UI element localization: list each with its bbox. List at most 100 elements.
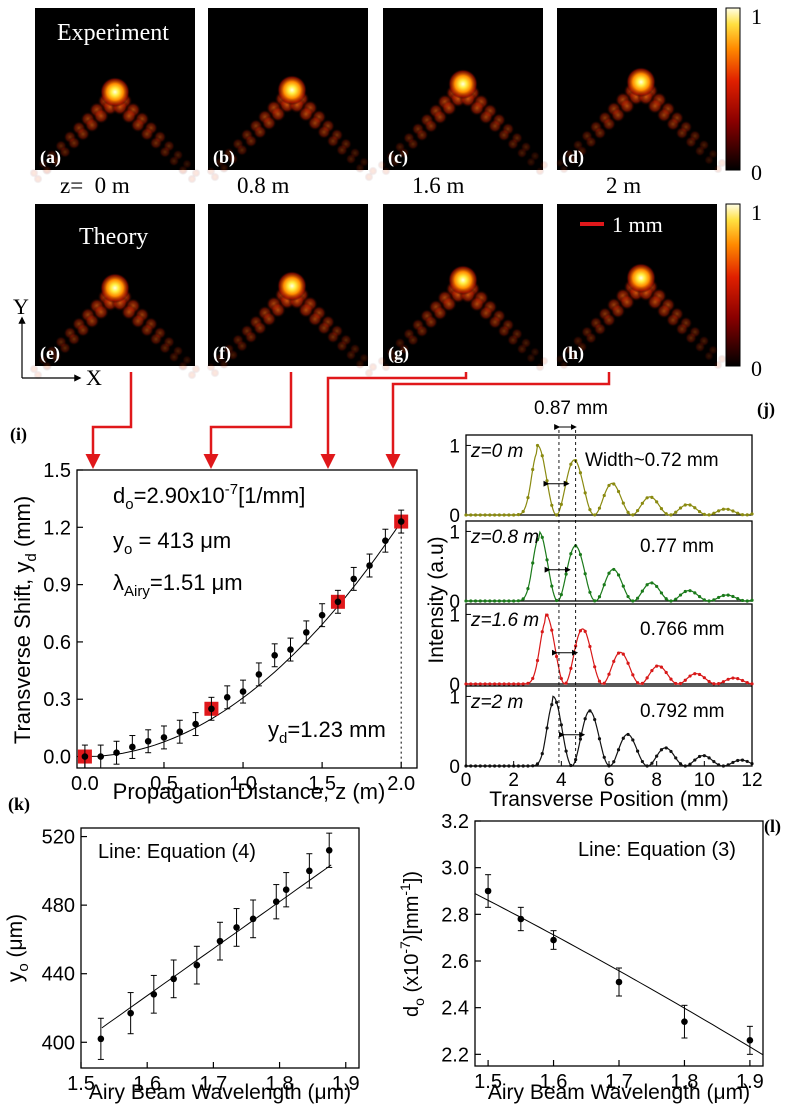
- profile-point: [736, 758, 740, 763]
- airy-side-lobe: [307, 311, 323, 327]
- colorbar-top-max: 1: [751, 4, 762, 29]
- data-point: [366, 562, 373, 569]
- airy-main-lobe: [100, 273, 130, 303]
- y-tick-label: 0.9: [43, 575, 71, 597]
- airy-main-lobe: [626, 67, 656, 97]
- data-point: [325, 846, 333, 854]
- profile-point: [545, 726, 549, 730]
- profile-point: [478, 599, 482, 603]
- profile-point: [545, 613, 549, 617]
- airy-side-lobe: [424, 119, 438, 133]
- profile-point: [645, 676, 649, 680]
- profile-point: [693, 506, 697, 510]
- profile-point: [740, 678, 745, 683]
- panel-label: (c): [388, 147, 408, 168]
- profile-point: [493, 513, 497, 517]
- airy-side-lobe: [84, 313, 100, 329]
- x-tick-label: 1.8: [671, 1071, 699, 1093]
- profile-point: [554, 513, 559, 517]
- profile-point: [473, 764, 478, 768]
- arrow-g-to-i: [320, 372, 468, 469]
- y-tick-label: 0: [449, 592, 460, 613]
- airy-side-lobe: [602, 117, 616, 131]
- y-axis-label: do (x10-7)[mm-1]): [397, 871, 427, 1017]
- chart-i-transverse-shift: 0.0 0.5 1.0 1.5 2.0 0.0 0.3 0.6 0.9 1.2 1.5 do=2.90…: [10, 424, 418, 804]
- profile-point: [655, 500, 659, 504]
- profile-point: [745, 513, 749, 517]
- profile-point: [488, 682, 492, 686]
- x-tick-label: 8: [651, 770, 662, 791]
- data-point: [150, 990, 158, 998]
- profile-point: [740, 598, 745, 603]
- airy-side-lobe: [559, 164, 569, 174]
- arrow-h-to-i: [385, 372, 611, 469]
- profile-point: [516, 513, 521, 517]
- profile-point: [583, 572, 587, 576]
- profile-point: [616, 573, 621, 577]
- airy-main-lobe: [626, 263, 656, 293]
- data-point: [350, 575, 358, 583]
- airy-side-lobe: [149, 136, 163, 150]
- profile-point: [726, 677, 730, 681]
- z-label-3: 2 m: [606, 173, 641, 198]
- profile-point: [736, 677, 740, 681]
- profile-point: [702, 598, 706, 602]
- profile-point: [707, 756, 711, 760]
- profile-point: [636, 596, 640, 600]
- airy-side-lobe: [244, 134, 258, 148]
- data-point: [97, 753, 105, 760]
- airy-side-lobe: [42, 361, 52, 371]
- profile-point: [631, 738, 635, 742]
- profile-point: [664, 512, 668, 516]
- airy-side-lobe: [140, 323, 154, 337]
- profile-point: [602, 755, 606, 759]
- airy-side-lobe: [593, 322, 607, 336]
- profile-point: [626, 594, 630, 599]
- panel-label: (f): [213, 343, 231, 364]
- airy-side-lobe: [585, 332, 597, 344]
- profile-point: [597, 595, 602, 599]
- airy-side-lobe: [516, 147, 528, 159]
- z-label-2: 1.6 m: [412, 173, 465, 198]
- data-point: [97, 1035, 105, 1043]
- airy-side-lobe: [488, 119, 502, 133]
- profile-point: [569, 763, 573, 768]
- data-point: [216, 937, 224, 945]
- airy-side-lobe: [685, 332, 697, 344]
- airy-side-lobe: [59, 342, 71, 354]
- airy-side-lobe: [76, 127, 90, 141]
- airy-side-lobe: [317, 125, 331, 139]
- plot-frame: [76, 469, 418, 769]
- profile-point: [721, 507, 726, 511]
- profile-point: [721, 764, 726, 768]
- profile-point: [707, 599, 711, 603]
- data-point: [113, 749, 120, 757]
- x-axis-label: Airy Beam Wavelength (μm): [488, 1081, 750, 1104]
- profile-point: [516, 682, 521, 686]
- y-tick-label: 1.5: [43, 460, 71, 482]
- panel-label: (e): [40, 343, 60, 364]
- profile-point: [507, 599, 511, 603]
- connector-arrows: [85, 372, 611, 469]
- y-axis-label: Transverse Shift, yd (mm): [10, 496, 40, 744]
- airy-side-lobe: [610, 107, 626, 123]
- airy-side-lobe: [675, 126, 689, 140]
- z-label-0: z= 0 m: [60, 173, 130, 198]
- airy-side-lobe: [602, 313, 616, 327]
- profile-point: [488, 599, 492, 603]
- data-point: [233, 924, 240, 931]
- axis-x-label: X: [86, 365, 102, 390]
- airy-side-lobe: [227, 349, 239, 361]
- airy-side-lobe: [219, 163, 229, 173]
- y-tick-label: 0: [449, 506, 460, 527]
- airy-side-lobe: [694, 145, 706, 157]
- profile-point: [607, 571, 611, 575]
- airy-side-lobe: [407, 334, 419, 346]
- airy-side-lobe: [675, 322, 689, 336]
- x-tick-label: 1.9: [736, 1071, 764, 1093]
- airy-side-lobe: [559, 360, 569, 370]
- annotation-yd: yd=1.23 mm: [268, 717, 386, 747]
- airy-side-lobe: [424, 315, 438, 329]
- profile-point: [464, 599, 468, 603]
- profile-point: [655, 584, 659, 589]
